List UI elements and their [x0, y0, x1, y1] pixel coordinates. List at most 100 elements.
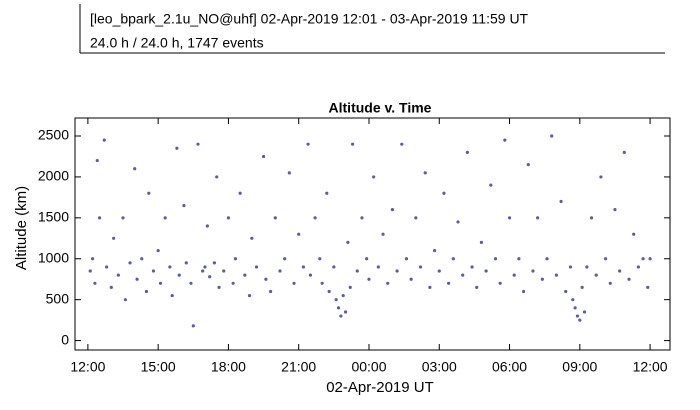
- event-point: [627, 277, 631, 281]
- event-point: [168, 265, 172, 269]
- event-point: [201, 269, 205, 273]
- x-tick-label: 21:00: [281, 359, 316, 375]
- event-point: [88, 269, 92, 273]
- event-point: [95, 158, 99, 163]
- event-point: [123, 298, 127, 302]
- y-tick-label: 2000: [38, 168, 69, 184]
- event-point: [372, 175, 376, 179]
- event-point: [573, 306, 577, 310]
- event-point: [489, 183, 493, 187]
- event-point: [325, 191, 329, 195]
- event-point: [646, 285, 650, 289]
- event-point: [287, 171, 291, 175]
- y-tick-label: 2500: [38, 127, 69, 143]
- event-point: [336, 306, 341, 310]
- x-tick-label: 18:00: [211, 359, 246, 375]
- event-point: [582, 310, 587, 314]
- event-point: [109, 285, 113, 289]
- event-point: [121, 216, 125, 220]
- event-point: [93, 281, 97, 285]
- event-point: [233, 257, 238, 261]
- event-point: [475, 285, 479, 289]
- event-point: [135, 277, 139, 281]
- event-point: [632, 232, 636, 236]
- event-point: [283, 257, 287, 261]
- header-box: [79, 4, 665, 54]
- event-point: [447, 281, 451, 285]
- event-point: [404, 257, 409, 261]
- event-point: [212, 261, 216, 265]
- event-point: [512, 273, 516, 277]
- x-tick-label: 03:00: [422, 359, 457, 375]
- event-point: [215, 175, 219, 179]
- event-point: [365, 257, 369, 261]
- event-point: [105, 265, 109, 269]
- event-point: [226, 216, 231, 220]
- event-point: [343, 310, 348, 314]
- event-point: [140, 257, 144, 261]
- event-point: [428, 285, 432, 289]
- event-point: [479, 240, 484, 244]
- event-point: [355, 269, 359, 273]
- event-point: [400, 142, 404, 146]
- event-point: [540, 277, 544, 281]
- event-point: [622, 150, 626, 154]
- x-tick-label: 09:00: [562, 359, 597, 375]
- event-point: [608, 281, 612, 285]
- plot-frame: [74, 117, 671, 351]
- event-point: [158, 281, 163, 285]
- event-point: [170, 293, 174, 298]
- event-point: [250, 236, 254, 240]
- event-point: [313, 216, 317, 220]
- event-point: [594, 273, 598, 277]
- event-point: [97, 216, 102, 220]
- y-tick-label: 0: [61, 331, 69, 347]
- event-point: [390, 208, 395, 212]
- event-point: [409, 277, 413, 281]
- event-point: [222, 269, 226, 273]
- event-point: [151, 269, 156, 273]
- event-point: [254, 265, 259, 269]
- event-point: [451, 257, 455, 261]
- y-tick-label: 1500: [38, 209, 69, 225]
- event-point: [465, 150, 469, 154]
- header-line: [leo_bpark_2.1u_NO@uhf] 02-Apr-2019 12:0…: [90, 11, 529, 27]
- event-point: [381, 232, 385, 236]
- event-point: [603, 257, 608, 261]
- event-point: [484, 269, 488, 273]
- event-point: [498, 281, 502, 285]
- event-point: [318, 257, 322, 261]
- event-point: [196, 142, 200, 146]
- event-point: [470, 265, 474, 269]
- x-axis-label: 02-Apr-2019 UT: [326, 379, 434, 396]
- event-point: [208, 275, 212, 279]
- event-point: [554, 273, 558, 277]
- event-point: [278, 269, 282, 273]
- event-point: [418, 265, 423, 269]
- event-point: [580, 285, 584, 289]
- event-point: [517, 257, 521, 261]
- event-point: [261, 154, 266, 159]
- event-point: [386, 281, 390, 285]
- event-point: [205, 224, 209, 228]
- event-point: [536, 216, 540, 220]
- event-point: [156, 248, 160, 253]
- event-point: [332, 265, 336, 269]
- event-point: [116, 273, 120, 277]
- event-point: [144, 289, 149, 294]
- event-point: [437, 269, 441, 273]
- event-point: [461, 273, 465, 277]
- x-tick-label: 12:00: [70, 359, 105, 375]
- event-point: [163, 216, 167, 220]
- event-point: [578, 318, 582, 322]
- event-point: [301, 265, 305, 269]
- event-point: [273, 216, 277, 220]
- event-point: [339, 314, 343, 318]
- x-tick-label: 12:00: [633, 359, 668, 375]
- event-point: [297, 232, 301, 236]
- event-point: [521, 289, 526, 294]
- event-point: [531, 269, 535, 273]
- event-point: [334, 298, 338, 302]
- event-point: [269, 289, 273, 294]
